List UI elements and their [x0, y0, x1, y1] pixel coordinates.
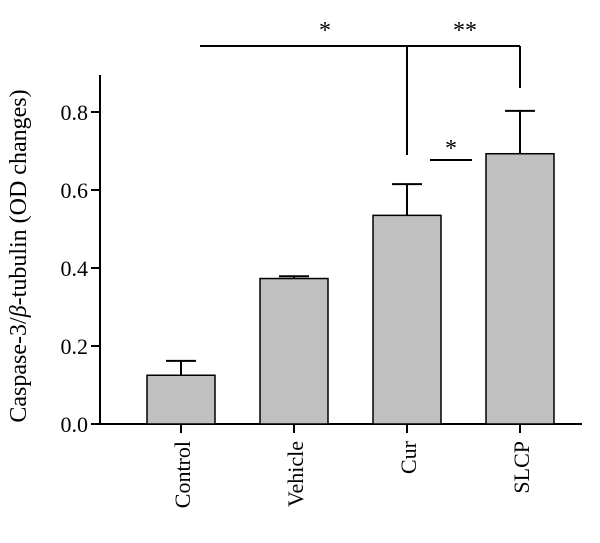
- bar-slcp: [485, 152, 555, 425]
- y-tick-label: 0.2: [61, 334, 89, 359]
- bar-vehicle: [259, 277, 329, 425]
- x-tick-label: Control: [170, 441, 195, 508]
- bars: [146, 152, 555, 425]
- x-tick-label: SLCP: [509, 441, 534, 494]
- x-tick-label: Cur: [396, 440, 421, 474]
- significance-brackets: * ***: [200, 18, 521, 162]
- bar-control: [146, 374, 216, 425]
- y-tick-label: 0.0: [61, 412, 89, 437]
- y-tick-label: 0.6: [61, 178, 89, 203]
- y-axis-title: Caspase-3/β-tubulin (OD changes): [6, 89, 32, 422]
- y-tick-label: 0.8: [61, 100, 89, 125]
- sig-marker-cur-slcp: *: [445, 136, 457, 162]
- axes: 0.0 0.2 0.4 0.6 0.8 Control Vehicle Cur SLCP: [61, 75, 582, 508]
- y-tick-label: 0.4: [61, 256, 89, 281]
- sig-marker-control-cur: *: [319, 18, 331, 44]
- bar-cur: [372, 214, 442, 425]
- error-bars: [166, 109, 535, 376]
- sig-marker-control-slcp: **: [453, 18, 477, 44]
- x-tick-label: Vehicle: [283, 441, 308, 507]
